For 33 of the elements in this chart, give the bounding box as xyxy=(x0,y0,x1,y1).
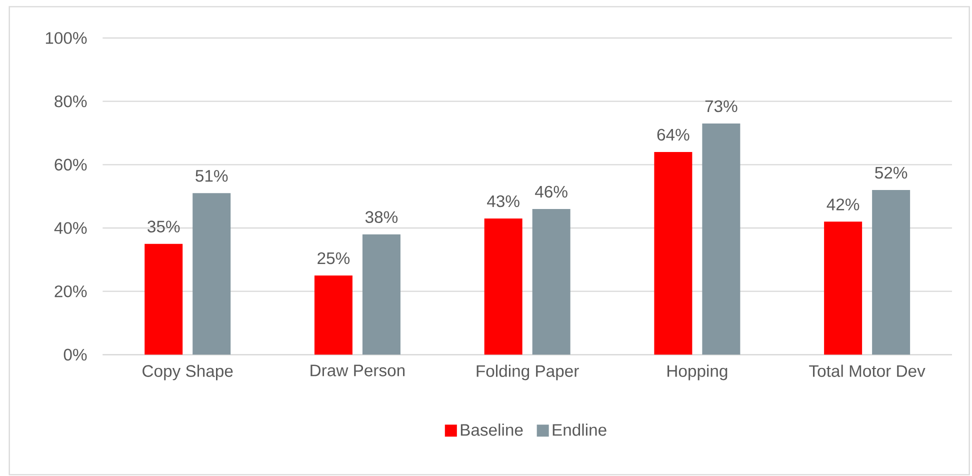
y-tick-label: 20% xyxy=(54,285,87,298)
y-tick-label: 100% xyxy=(46,32,87,44)
y-tick-label: 60% xyxy=(54,158,87,171)
data-label: 43% xyxy=(487,195,520,208)
y-tick-label: 40% xyxy=(54,222,87,234)
bar xyxy=(702,124,740,355)
data-label: 42% xyxy=(826,198,860,210)
bar xyxy=(314,276,352,355)
x-tick-label: Copy Shape xyxy=(142,364,233,380)
y-tick-label: 80% xyxy=(54,95,87,108)
data-label: 25% xyxy=(318,252,350,264)
bar xyxy=(144,244,183,355)
legend-label: Endline xyxy=(552,424,606,436)
x-tick-label: Total Motor Dev xyxy=(809,364,926,377)
x-tick-label: Draw Person xyxy=(310,364,405,376)
bar xyxy=(362,234,400,355)
bar xyxy=(824,222,862,355)
x-tick-label: Folding Paper xyxy=(476,364,579,380)
data-label: 64% xyxy=(657,128,690,141)
data-label: 52% xyxy=(875,166,908,179)
bar xyxy=(192,193,231,355)
bar xyxy=(532,209,570,355)
bar xyxy=(654,152,692,355)
data-label: 46% xyxy=(535,186,568,198)
data-label: 38% xyxy=(365,211,398,223)
data-label: 73% xyxy=(705,100,738,112)
bar xyxy=(872,190,910,355)
data-label: 35% xyxy=(148,220,180,232)
y-tick-label: 0% xyxy=(64,348,87,361)
bar xyxy=(484,218,522,355)
legend-label: Baseline xyxy=(460,424,523,436)
x-tick-label: Hopping xyxy=(668,364,728,380)
data-label: 51% xyxy=(196,170,228,182)
